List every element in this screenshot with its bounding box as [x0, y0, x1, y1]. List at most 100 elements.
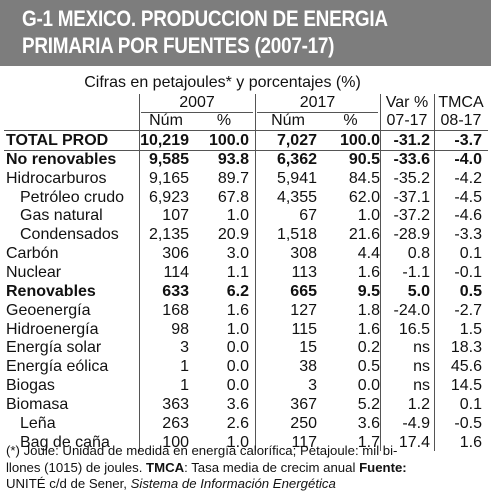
row-12-value-1: 0.0: [226, 358, 249, 376]
row-7-value-3: 1.6: [357, 263, 380, 281]
row-2-value-5: -4.2: [454, 169, 482, 187]
row-11-value-3: 0.2: [357, 339, 380, 357]
row-1-value-5: -4.0: [454, 150, 482, 168]
row-7-value-5: -0.1: [454, 263, 482, 281]
row-0-value-2: 7,027: [276, 132, 317, 149]
sub-header-4: 07-17: [386, 112, 428, 129]
row-10-value-1: 1.0: [226, 320, 249, 338]
row-14-value-0: 363: [162, 395, 189, 413]
row-0-value-3: 100.0: [339, 132, 380, 149]
row-9-value-5: -2.7: [454, 301, 482, 319]
row-7-value-0: 114: [163, 263, 189, 281]
row-3-value-4: -37.1: [393, 188, 430, 206]
group-underline-2007: [141, 112, 253, 113]
group-header-2: Var %: [385, 94, 429, 111]
row-11-value-1: 0.0: [226, 339, 249, 357]
row-label-8: Renovables: [6, 282, 96, 300]
row-15-value-1: 2.6: [226, 414, 249, 432]
sub-header-1: %: [216, 112, 232, 129]
row-10-value-3: 1.6: [357, 320, 380, 338]
row-12-value-3: 0.5: [357, 358, 380, 376]
row-14-value-5: 0.1: [459, 395, 482, 413]
row-label-3: Petróleo crudo: [20, 188, 125, 206]
column-separator-0: [139, 94, 140, 452]
row-15-value-0: 263: [162, 414, 189, 432]
row-label-2: Hidrocarburos: [6, 169, 107, 187]
row-15-value-5: -0.5: [454, 414, 482, 432]
row-10-value-2: 115: [291, 320, 317, 338]
row-label-10: Hidroenergía: [6, 320, 99, 338]
row-3-value-1: 67.8: [217, 188, 249, 206]
row-6-value-5: 0.1: [459, 245, 482, 263]
row-label-9: Geoenergía: [6, 301, 91, 319]
row-5-value-4: -28.9: [393, 226, 430, 244]
row-14-value-4: 1.2: [407, 395, 430, 413]
row-8-value-0: 633: [162, 282, 189, 300]
row-5-value-1: 20.9: [217, 226, 249, 244]
row-5-value-2: 1,518: [276, 226, 317, 244]
footnote-source-title: Sistema de Información Energética: [130, 476, 336, 491]
row-11-value-5: 18.3: [450, 339, 482, 357]
row-14-value-2: 367: [290, 395, 317, 413]
row-label-6: Carbón: [6, 245, 59, 263]
row-12-value-0: 1: [180, 358, 189, 376]
footnote-tmca-def: : Tasa media de crecim anual: [184, 459, 360, 475]
row-6-value-4: 0.8: [407, 245, 430, 263]
row-1-value-2: 6,362: [276, 150, 317, 168]
row-9-value-4: -24.0: [393, 301, 430, 319]
row-13-value-4: ns: [413, 377, 430, 395]
row-10-value-0: 98: [171, 320, 189, 338]
row-4-value-3: 1.0: [357, 207, 380, 225]
row-8-value-4: 5.0: [407, 282, 430, 300]
row-14-value-1: 3.6: [226, 395, 249, 413]
row-label-13: Biogas: [6, 377, 55, 395]
group-header-3: TMCA: [438, 94, 484, 111]
row-1-value-3: 90.5: [348, 150, 380, 168]
row-label-7: Nuclear: [6, 263, 62, 281]
row-11-value-0: 3: [180, 339, 189, 357]
sub-header-0: Núm: [149, 112, 183, 129]
row-2-value-3: 84.5: [348, 169, 380, 187]
title-banner: G-1 MEXICO. PRODUCCION DE ENERGIA PRIMAR…: [0, 0, 491, 66]
row-9-value-3: 1.8: [357, 301, 380, 319]
sub-header-3: %: [343, 112, 358, 129]
row-7-value-1: 1.1: [226, 263, 249, 281]
row-label-14: Biomasa: [6, 395, 69, 413]
title-line-1: G-1 MEXICO. PRODUCCION DE ENERGIA: [22, 6, 388, 31]
sub-header-2: Núm: [271, 112, 305, 129]
row-4-value-4: -37.2: [393, 207, 430, 225]
row-16-value-1: 1.0: [226, 433, 249, 451]
row-3-value-2: 4,355: [276, 188, 317, 206]
row-3-value-3: 62.0: [348, 188, 380, 206]
row-16-value-4: 17.4: [398, 433, 430, 451]
row-4-value-5: -4.6: [454, 207, 482, 225]
row-12-value-2: 38: [299, 358, 317, 376]
title-line-2: PRIMARIA POR FUENTES (2007-17): [22, 33, 335, 58]
row-3-value-5: -4.5: [454, 188, 482, 206]
row-15-value-3: 3.6: [357, 414, 380, 432]
row-11-value-2: 15: [299, 339, 317, 357]
row-label-0: TOTAL PROD: [6, 132, 109, 149]
row-1-value-4: -33.6: [393, 150, 430, 168]
row-16-value-2: 117: [291, 433, 317, 451]
row-15-value-2: 250: [290, 414, 317, 432]
row-4-value-2: 67: [299, 207, 317, 225]
footnote-tmca: TMCA: [146, 459, 185, 475]
row-8-value-3: 9.5: [357, 282, 380, 300]
column-separator-3: [434, 94, 435, 452]
row-4-value-1: 1.0: [226, 207, 249, 225]
row-5-value-5: -3.3: [454, 226, 482, 244]
row-6-value-3: 4.4: [357, 245, 380, 263]
row-0-value-0: 10,219: [140, 132, 189, 149]
row-7-value-4: -1.1: [402, 263, 430, 281]
footnote-units: llones (1015) de joules.: [6, 459, 147, 475]
row-7-value-2: 113: [291, 263, 317, 281]
row-11-value-4: ns: [413, 339, 430, 357]
footnote-source-label: Fuente:: [359, 459, 407, 475]
row-label-4: Gas natural: [20, 207, 103, 225]
row-label-12: Energía eólica: [6, 358, 109, 376]
row-10-value-5: 1.5: [459, 320, 482, 338]
row-12-value-5: 45.6: [450, 358, 482, 376]
row-label-5: Condensados: [20, 226, 119, 244]
